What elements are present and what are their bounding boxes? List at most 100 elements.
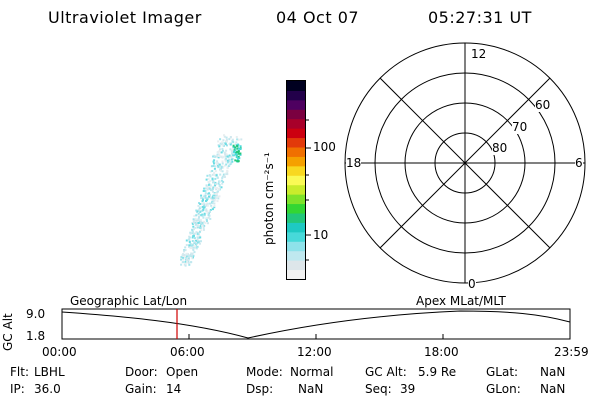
emission-pixel (198, 214, 201, 217)
emission-pixel (234, 146, 237, 149)
emission-pixel (215, 174, 218, 177)
emission-pixel (208, 184, 211, 186)
emission-pixel (205, 184, 208, 187)
colorbar-band (287, 184, 305, 195)
emission-pixel (194, 226, 197, 229)
emission-pixel (195, 209, 198, 212)
emission-pixel (221, 147, 224, 150)
emission-pixel (191, 240, 194, 242)
emission-pixel (221, 155, 224, 158)
emission-pixel (204, 192, 207, 195)
emission-pixel (239, 153, 242, 156)
emission-pixel (189, 231, 192, 234)
emission-pixel (180, 263, 183, 266)
emission-pixel (208, 174, 211, 177)
emission-pixel (221, 160, 224, 163)
emission-pixel (201, 224, 204, 227)
emission-pixel (183, 250, 186, 253)
emission-pixel (211, 206, 214, 209)
emission-pixel (207, 181, 210, 183)
emission-pixel (212, 181, 214, 184)
emission-pixel (189, 244, 192, 247)
emission-pixel (237, 150, 240, 153)
status-gain-value: 14 (166, 382, 182, 396)
emission-pixel (231, 139, 234, 142)
emission-pixel (183, 249, 186, 252)
emission-pixel (217, 188, 220, 190)
emission-pixel (199, 203, 202, 205)
emission-pixel (225, 136, 228, 139)
emission-pixel (220, 166, 223, 169)
emission-pixel (209, 202, 211, 205)
emission-pixel (208, 214, 211, 217)
emission-pixel (210, 165, 213, 168)
emission-pixel (217, 166, 220, 169)
emission-pixel (237, 138, 240, 141)
colorbar-band (287, 137, 305, 148)
emission-pixel (215, 188, 218, 191)
emission-pixel (211, 200, 214, 203)
emission-pixel (200, 229, 203, 232)
timeline-tick-1200: 12:00 (297, 345, 332, 359)
status-gcalt-value: 5.9 Re (418, 365, 457, 379)
emission-pixel (222, 139, 225, 142)
emission-pixel (195, 214, 198, 217)
emission-pixel (211, 202, 214, 205)
emission-pixel (204, 190, 207, 192)
emission-pixel (229, 142, 232, 145)
emission-pixel (187, 253, 189, 256)
emission-pixel (233, 154, 236, 157)
emission-pixel (228, 154, 231, 157)
mlat-label-80: 80 (492, 141, 508, 155)
emission-pixel (223, 135, 226, 138)
emission-pixel (185, 239, 188, 242)
emission-pixel (211, 178, 214, 181)
emission-pixel (233, 150, 236, 153)
emission-pixel (194, 217, 197, 220)
emission-pixel (221, 141, 223, 144)
emission-pixel (204, 196, 207, 199)
emission-pixel (214, 192, 217, 195)
emission-pixel (203, 194, 206, 197)
emission-pixel (194, 219, 197, 222)
emission-pixel (221, 149, 224, 152)
timeline-tick-0600: 06:00 (170, 345, 205, 359)
emission-pixel (198, 235, 201, 237)
emission-pixel (210, 197, 213, 200)
emission-pixel (237, 155, 240, 158)
emission-pixel (197, 212, 200, 215)
emission-pixel (230, 162, 233, 165)
emission-pixel (225, 149, 228, 152)
emission-pixel (196, 238, 199, 241)
emission-pixel (237, 147, 240, 150)
emission-pixel (218, 163, 221, 166)
emission-pixel (218, 185, 221, 188)
emission-pixel (182, 258, 185, 261)
emission-pixel (217, 140, 220, 143)
emission-pixel (198, 236, 201, 239)
emission-pixel (192, 249, 195, 252)
emission-pixel (194, 240, 197, 243)
emission-pixel (208, 212, 210, 215)
status-flt-label: Flt: (10, 365, 29, 379)
emission-pixel (206, 174, 209, 177)
emission-pixel (193, 242, 196, 245)
emission-pixel (224, 160, 227, 163)
colorbar-band (287, 156, 305, 167)
timeline-tick-1800: 18:00 (424, 345, 459, 359)
emission-pixel (182, 255, 185, 258)
emission-pixel (229, 143, 232, 146)
emission-pixel (216, 192, 218, 195)
emission-pixel (238, 157, 241, 160)
emission-pixel (221, 175, 224, 178)
emission-pixel (184, 261, 187, 264)
emission-pixel (232, 147, 235, 150)
emission-pixel (239, 148, 242, 150)
emission-pixel (189, 254, 192, 257)
emission-pixel (215, 161, 218, 164)
emission-pixel (202, 220, 205, 223)
emission-pixel (209, 193, 211, 196)
emission-pixel (187, 238, 190, 241)
colorbar-gradient (287, 81, 305, 280)
emission-pixel (189, 243, 192, 246)
